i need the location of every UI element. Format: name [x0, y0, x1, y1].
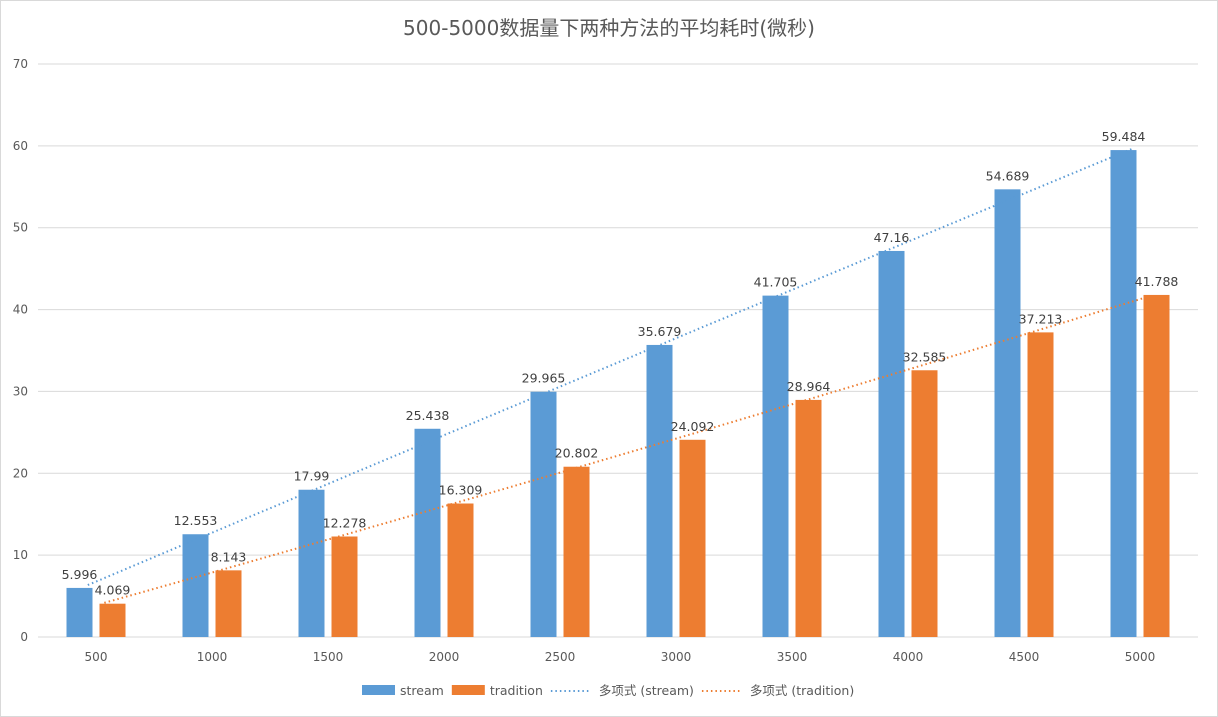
bar-tradition	[1027, 332, 1054, 637]
data-label-stream: 41.705	[754, 275, 798, 290]
bar-tradition	[215, 570, 242, 637]
y-tick-label: 20	[13, 466, 28, 480]
y-tick-label: 0	[20, 630, 28, 644]
data-label-stream: 35.679	[638, 324, 682, 339]
y-tick-label: 60	[13, 139, 28, 153]
data-label-tradition: 32.585	[903, 349, 947, 364]
bar-stream	[414, 428, 441, 637]
x-tick-label: 4000	[893, 650, 924, 664]
x-tick-label: 1500	[313, 650, 344, 664]
bar-tradition	[99, 603, 126, 637]
data-label-stream: 17.99	[294, 469, 330, 484]
trendline-stream	[87, 148, 1133, 586]
bar-stream	[298, 489, 325, 637]
data-label-tradition: 24.092	[671, 419, 715, 434]
y-tick-label: 30	[13, 384, 28, 398]
x-tick-label: 3500	[777, 650, 808, 664]
y-tick-label: 50	[13, 221, 28, 235]
bar-tradition	[331, 536, 358, 637]
bar-tradition	[911, 370, 938, 637]
data-label-stream: 54.689	[986, 168, 1030, 183]
data-label-stream: 47.16	[874, 230, 910, 245]
data-label-stream: 29.965	[522, 371, 566, 386]
chart-title: 500-5000数据量下两种方法的平均耗时(微秒)	[403, 16, 815, 40]
legend-label-tradition: tradition	[490, 683, 543, 698]
x-tick-label: 1000	[197, 650, 228, 664]
bar-stream	[1110, 150, 1137, 637]
legend-label-stream: stream	[400, 683, 444, 698]
data-label-tradition: 8.143	[211, 549, 247, 564]
data-label-tradition: 4.069	[95, 583, 131, 598]
bar-tradition	[795, 399, 822, 637]
y-tick-label: 40	[13, 303, 28, 317]
bar-stream	[878, 250, 905, 637]
bar-tradition	[679, 439, 706, 637]
bar-stream	[182, 534, 209, 637]
bar-stream	[762, 295, 789, 637]
bar-stream	[66, 587, 93, 637]
x-tick-label: 2000	[429, 650, 460, 664]
data-label-tradition: 20.802	[555, 446, 599, 461]
legend-swatch-tradition	[451, 685, 485, 695]
data-label-tradition: 41.788	[1135, 274, 1179, 289]
data-label-stream: 25.438	[406, 408, 450, 423]
trendline-tradition	[104, 295, 1149, 604]
bar-tradition	[447, 503, 474, 637]
data-label-stream: 5.996	[62, 567, 98, 582]
x-tick-label: 4500	[1009, 650, 1040, 664]
bar-stream	[646, 344, 673, 637]
data-label-tradition: 28.964	[787, 379, 831, 394]
legend-label-trend-tradition: 多项式 (tradition)	[750, 683, 854, 698]
legend-label-trend-stream: 多项式 (stream)	[599, 683, 694, 698]
bar-stream	[530, 391, 557, 637]
bar-tradition	[1143, 294, 1170, 637]
data-label-tradition: 16.309	[439, 482, 483, 497]
x-tick-label: 5000	[1125, 650, 1156, 664]
bar-tradition	[563, 466, 590, 637]
legend: stream tradition 多项式 (stream) 多项式 (traditio…	[362, 683, 854, 698]
data-label-stream: 59.484	[1102, 129, 1146, 144]
x-tick-label: 2500	[545, 650, 576, 664]
x-tick-label: 500	[85, 650, 108, 664]
y-tick-label: 70	[13, 57, 28, 71]
y-tick-label: 10	[13, 548, 28, 562]
bar-stream	[994, 189, 1021, 637]
x-tick-label: 3000	[661, 650, 692, 664]
legend-swatch-stream	[362, 685, 395, 695]
data-label-stream: 12.553	[174, 513, 218, 528]
data-label-tradition: 37.213	[1019, 311, 1063, 326]
data-label-tradition: 12.278	[323, 515, 367, 530]
